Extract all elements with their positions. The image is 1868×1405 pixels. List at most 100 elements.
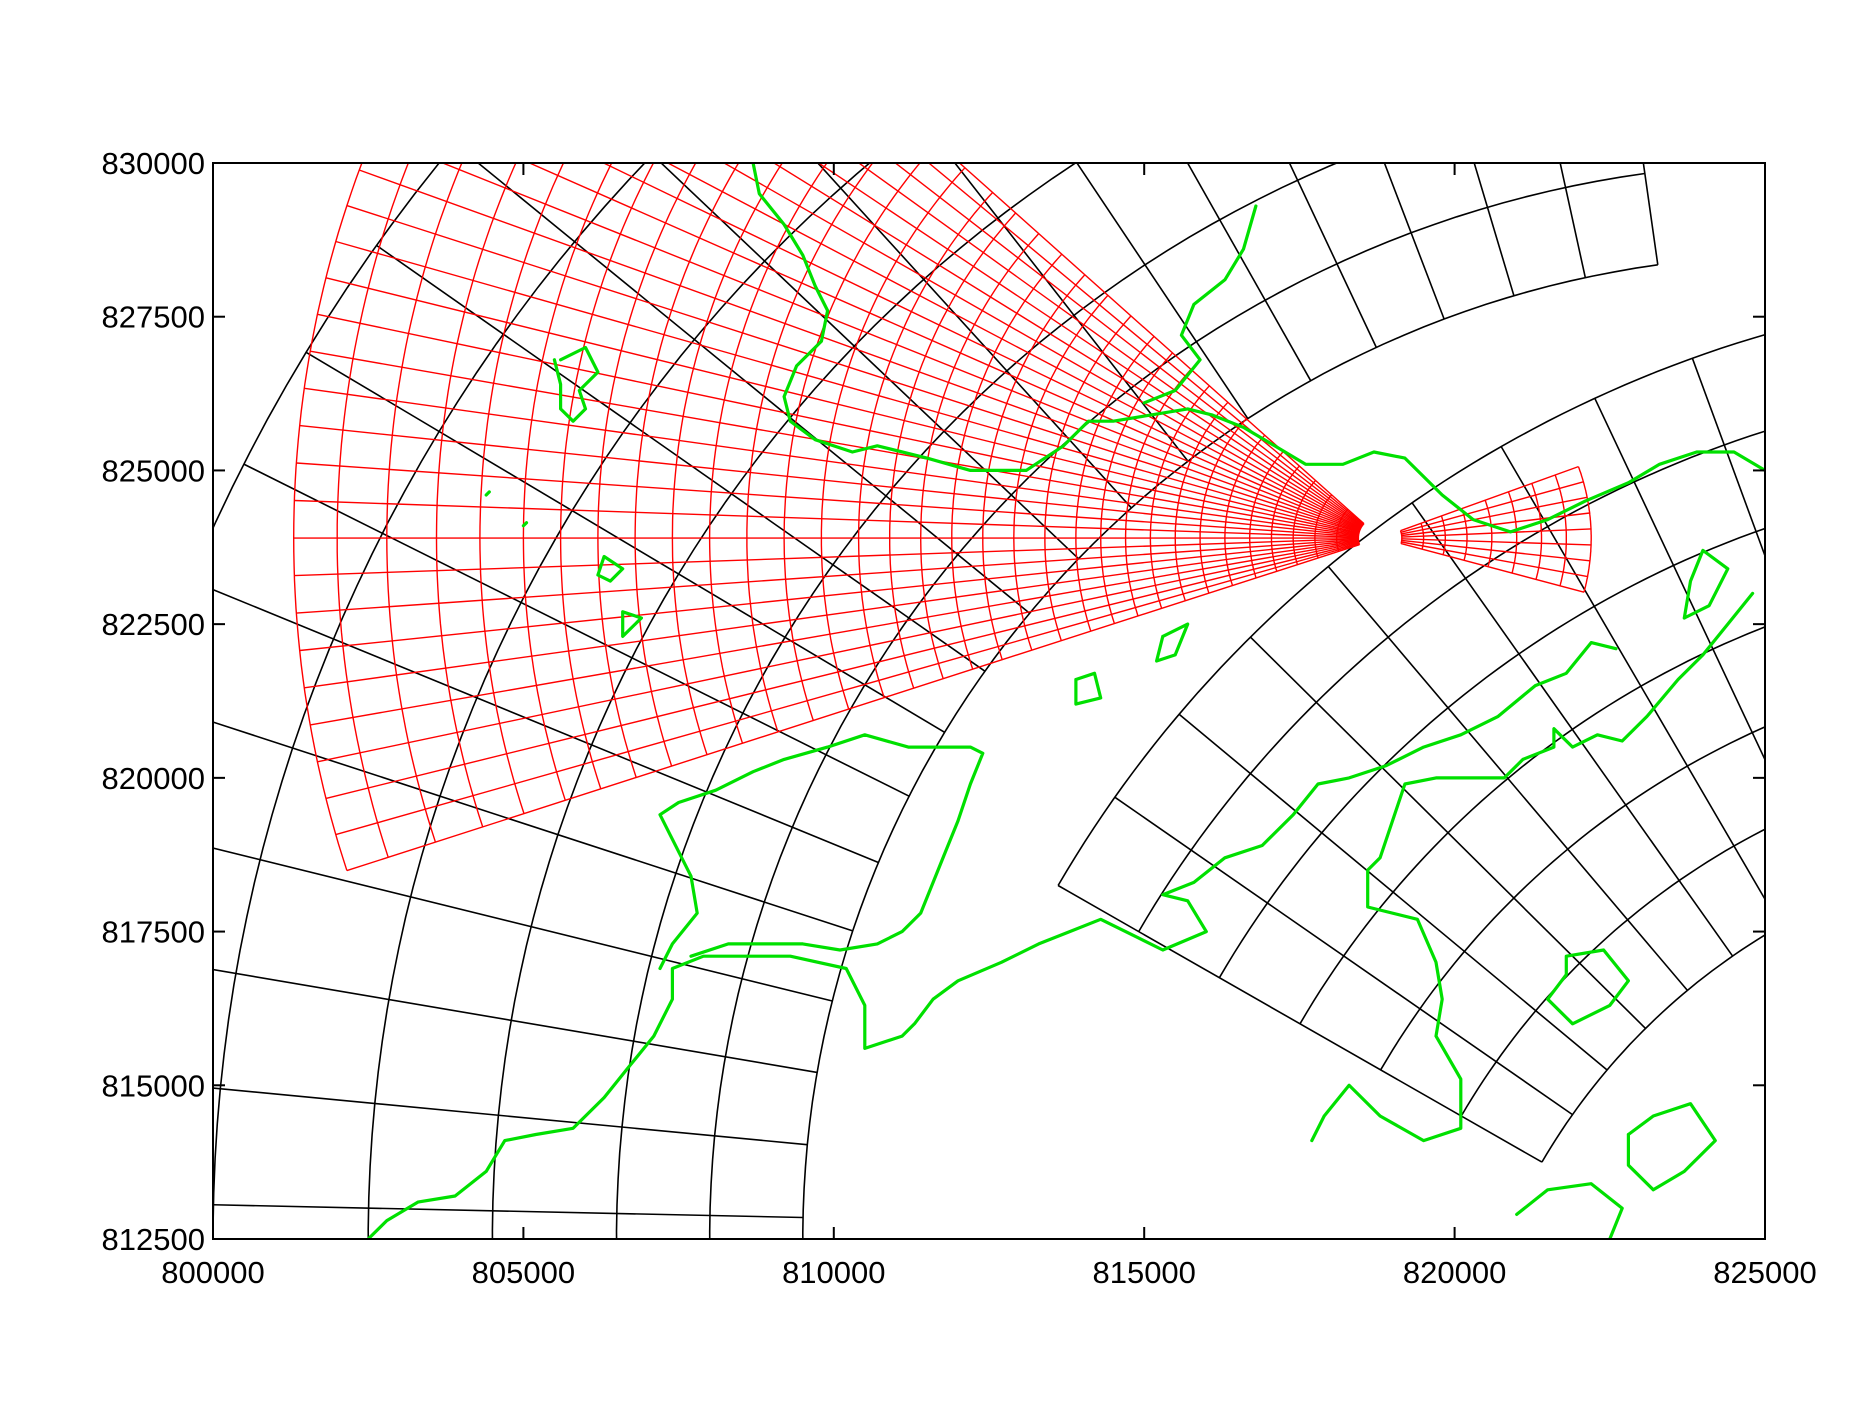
grid-spoke-line: [1288, 163, 1378, 348]
x-tick-label: 820000: [1403, 1255, 1506, 1290]
grid-spoke-line: [1400, 465, 1579, 532]
grid-spoke-line: [296, 462, 1359, 538]
coastline-path: [1515, 1182, 1624, 1239]
y-tick-label: 822500: [102, 607, 205, 642]
coastline-path: [751, 163, 1765, 534]
grid-spoke-line: [440, 163, 1361, 531]
coastline-path: [1074, 671, 1103, 706]
axis-ticks: [212, 162, 1766, 1240]
grid-spoke-line: [299, 539, 1359, 652]
grid-spoke-line: [722, 163, 1362, 528]
y-axis-tick-labels: 830000 827500 825000 822500 820000 817500 8150…: [102, 146, 205, 1257]
coastline-path: [1682, 548, 1730, 620]
grid-arc-line: [1379, 726, 1765, 1071]
grid-spoke-line: [325, 277, 1360, 534]
grid-spoke-line: [213, 588, 879, 864]
grid-spoke-line: [213, 1203, 804, 1219]
grid-spoke-line: [1401, 538, 1592, 546]
grid-spoke-line: [1401, 512, 1590, 537]
grid-spoke-line: [304, 387, 1359, 536]
grid-spoke-line: [325, 542, 1360, 800]
coastline-path: [366, 640, 1618, 1239]
grid-spoke-line: [213, 968, 818, 1074]
grid-spoke-line: [243, 463, 910, 797]
y-tick-label: 817500: [102, 915, 205, 950]
grid-spoke-line: [346, 204, 1360, 533]
coastline-path: [621, 610, 644, 639]
y-tick-label: 825000: [102, 453, 205, 488]
y-tick-label: 812500: [102, 1222, 205, 1257]
grid-spoke-line: [602, 163, 1361, 530]
grid-spoke-line: [527, 163, 1361, 530]
coastline-path: [658, 733, 985, 971]
x-axis-tick-labels: 800000 805000 810000 815000 820000 825000: [161, 1255, 1816, 1290]
grid-spoke-line: [1500, 446, 1765, 901]
grid-arc-line: [1138, 430, 1765, 933]
grid-spoke-line: [953, 163, 1189, 462]
grid-spoke-line: [317, 541, 1360, 763]
grid-spoke-line: [376, 244, 986, 672]
coastline-path: [1626, 1102, 1717, 1192]
grid-spoke-line: [1401, 496, 1588, 535]
grid-arc-line: [1460, 828, 1765, 1117]
grid-spoke-line: [1691, 358, 1765, 559]
y-tick-label: 815000: [102, 1068, 205, 1103]
grid-spoke-line: [816, 163, 1132, 509]
grid-spoke-line: [304, 540, 1359, 689]
x-tick-label: 825000: [1713, 1255, 1816, 1290]
coastline-path: [1546, 948, 1631, 1026]
coastline-path: [484, 490, 491, 497]
grid-spoke-line: [317, 313, 1360, 535]
grid-spoke-line: [1411, 502, 1734, 957]
grid-spoke-line: [213, 1087, 808, 1146]
plot-frame: [212, 162, 1766, 1240]
x-tick-label: 815000: [1092, 1255, 1195, 1290]
grid-spoke-line: [1249, 636, 1647, 1029]
grid-spoke-line: [358, 169, 1360, 532]
grid-spoke-line: [1186, 163, 1312, 382]
grid-spoke-line: [1075, 163, 1249, 420]
coastline-layer: [366, 163, 1765, 1239]
grid-spoke-line: [294, 499, 1359, 538]
grid-spoke-line: [1594, 397, 1765, 762]
grid-spoke-line: [1400, 481, 1584, 533]
y-tick-label: 830000: [102, 146, 205, 181]
coastline-path: [1142, 204, 1258, 405]
grid-arc-line: [1299, 626, 1765, 1025]
coastline-path: [1310, 591, 1755, 1143]
grid-spoke-line: [666, 163, 1362, 529]
grid-spoke-line: [1383, 163, 1445, 320]
grid-spoke-line: [213, 721, 853, 932]
coastline-path: [521, 521, 529, 528]
grid-spoke-line: [305, 351, 946, 733]
grid-spoke-line: [476, 163, 1031, 614]
grid-spoke-line: [1327, 565, 1689, 991]
x-tick-label: 805000: [472, 1255, 575, 1290]
grid-spoke-line: [1401, 528, 1592, 538]
grid-spoke-line: [213, 847, 833, 1002]
grid-spoke-line: [1114, 796, 1573, 1116]
fine-grid-layer: [292, 163, 1592, 872]
grid-spoke-line: [310, 541, 1359, 726]
grid-spoke-line: [1178, 713, 1608, 1071]
grid-spoke-line: [1400, 542, 1585, 593]
y-tick-label: 820000: [102, 761, 205, 796]
coastline-path: [1154, 622, 1190, 663]
coastline-path: [596, 554, 625, 583]
x-tick-label: 810000: [782, 1255, 885, 1290]
grid-spoke-line: [299, 424, 1359, 537]
grid-spoke-line: [1401, 541, 1588, 578]
coarse-grid-layer: [213, 163, 1765, 1239]
grid-arc-line: [1057, 333, 1765, 886]
grid-spoke-line: [335, 240, 1360, 533]
y-tick-label: 827500: [102, 300, 205, 335]
x-tick-label: 800000: [161, 1255, 264, 1290]
coastline-path: [552, 345, 600, 423]
grid-spoke-line: [857, 163, 1363, 526]
grid-spoke-line: [296, 538, 1359, 614]
grid-spoke-line: [772, 163, 1363, 528]
grid-spoke-line: [310, 350, 1359, 535]
grid-spoke-line: [1401, 539, 1590, 562]
